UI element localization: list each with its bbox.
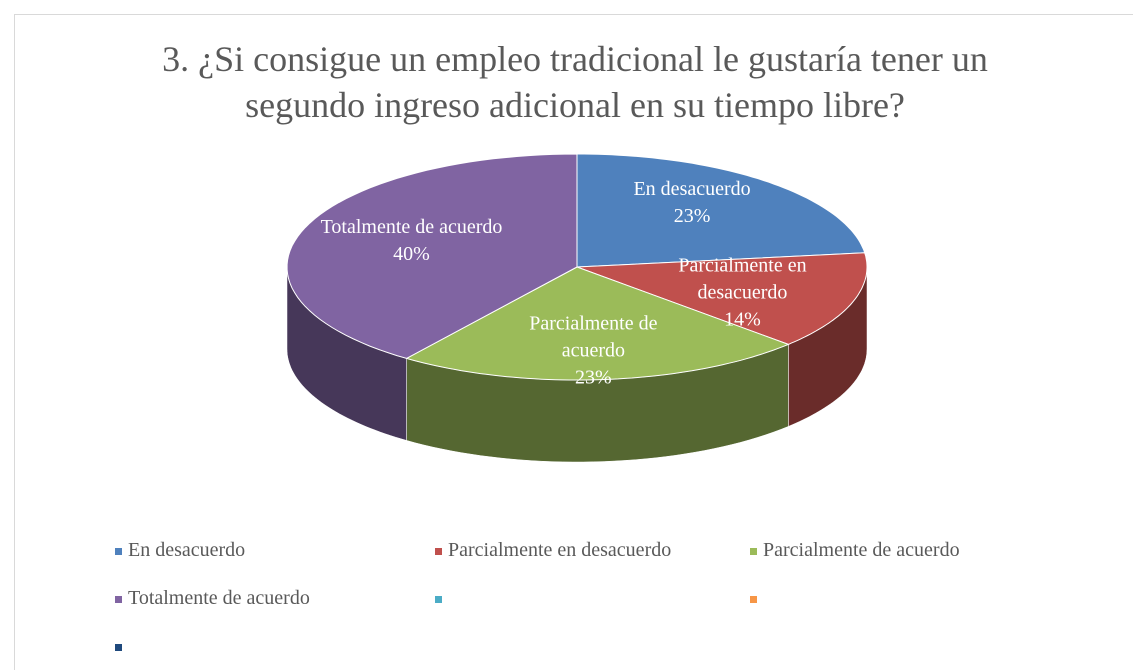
legend-label: En desacuerdo [128, 539, 246, 561]
legend-label: Parcialmente en desacuerdo [448, 539, 672, 561]
slice-label: Parcialmente en desacuerdo 14% [647, 253, 837, 334]
legend-marker [750, 548, 757, 555]
legend-marker [750, 596, 757, 603]
slice-value: 23% [575, 366, 612, 389]
slice [576, 252, 868, 345]
legend-marker [115, 596, 122, 603]
slice [286, 153, 578, 359]
legend-marker [435, 548, 442, 555]
chart-frame [14, 14, 1133, 670]
slice [405, 266, 790, 381]
legend-marker [115, 644, 122, 651]
legend-label: Totalmente de acuerdo [128, 587, 310, 609]
slice-label: Parcialmente de acuerdo 23% [498, 311, 688, 392]
slice [576, 153, 866, 268]
slice-category: Totalmente de acuerdo [320, 215, 503, 238]
slice-value: 40% [393, 242, 430, 265]
slice-category: Parcialmente en desacuerdo [678, 254, 807, 304]
legend-marker [435, 596, 442, 603]
slice-value: 23% [673, 205, 711, 228]
slice-label: Totalmente de acuerdo 40% [317, 214, 507, 268]
slice-category: Parcialmente de acuerdo [529, 312, 658, 362]
legend-marker [115, 548, 122, 555]
chart-title: 3. ¿Si consigue un empleo tradicional le… [162, 39, 988, 125]
slice-category: En desacuerdo [633, 178, 751, 201]
slice-label: En desacuerdo 23% [597, 176, 787, 230]
legend-label: Parcialmente de acuerdo [763, 539, 960, 561]
slice-value: 14% [724, 308, 761, 331]
